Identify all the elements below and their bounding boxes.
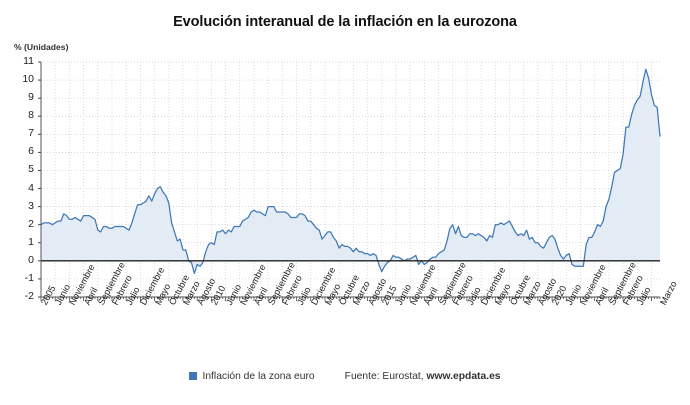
series-area-fill	[41, 69, 660, 274]
y-axis-tick-label: 4	[28, 181, 34, 194]
chart-legend: Inflación de la zona euro Fuente: Eurosta…	[0, 371, 690, 382]
y-axis-tick-label: 5	[28, 163, 34, 176]
y-axis-tick-label: 1	[28, 235, 34, 248]
series-line	[40, 68, 661, 275]
x-axis-tick-label: Marzo	[658, 279, 679, 307]
y-axis-tick-label: -2	[24, 290, 34, 302]
source-prefix: Fuente: Eurostat,	[344, 371, 427, 382]
y-axis-tick-label: 8	[28, 109, 34, 122]
y-axis-tick-label: -1	[24, 271, 34, 284]
source-note: Fuente: Eurostat, www.epdata.es	[345, 371, 501, 382]
y-axis-tick-label: 3	[28, 199, 34, 212]
y-axis-tick-label: 10	[22, 73, 34, 86]
legend-series-label: Inflación de la zona euro	[202, 371, 315, 382]
y-axis-tick-label: 2	[28, 217, 34, 230]
y-axis-tick-label: 7	[28, 127, 34, 140]
source-link[interactable]: www.epdata.es	[426, 371, 501, 382]
y-axis-tick-label: 6	[28, 145, 34, 158]
legend-swatch-icon	[189, 372, 198, 380]
y-axis-tick-label: 11	[23, 55, 34, 67]
y-axis-tick-label: 9	[28, 91, 34, 104]
y-axis-unit-label: % (Unidades)	[14, 42, 69, 52]
page-title: Evolución interanual de la inflación en …	[173, 14, 517, 30]
y-axis-tick-label: 0	[28, 253, 34, 266]
